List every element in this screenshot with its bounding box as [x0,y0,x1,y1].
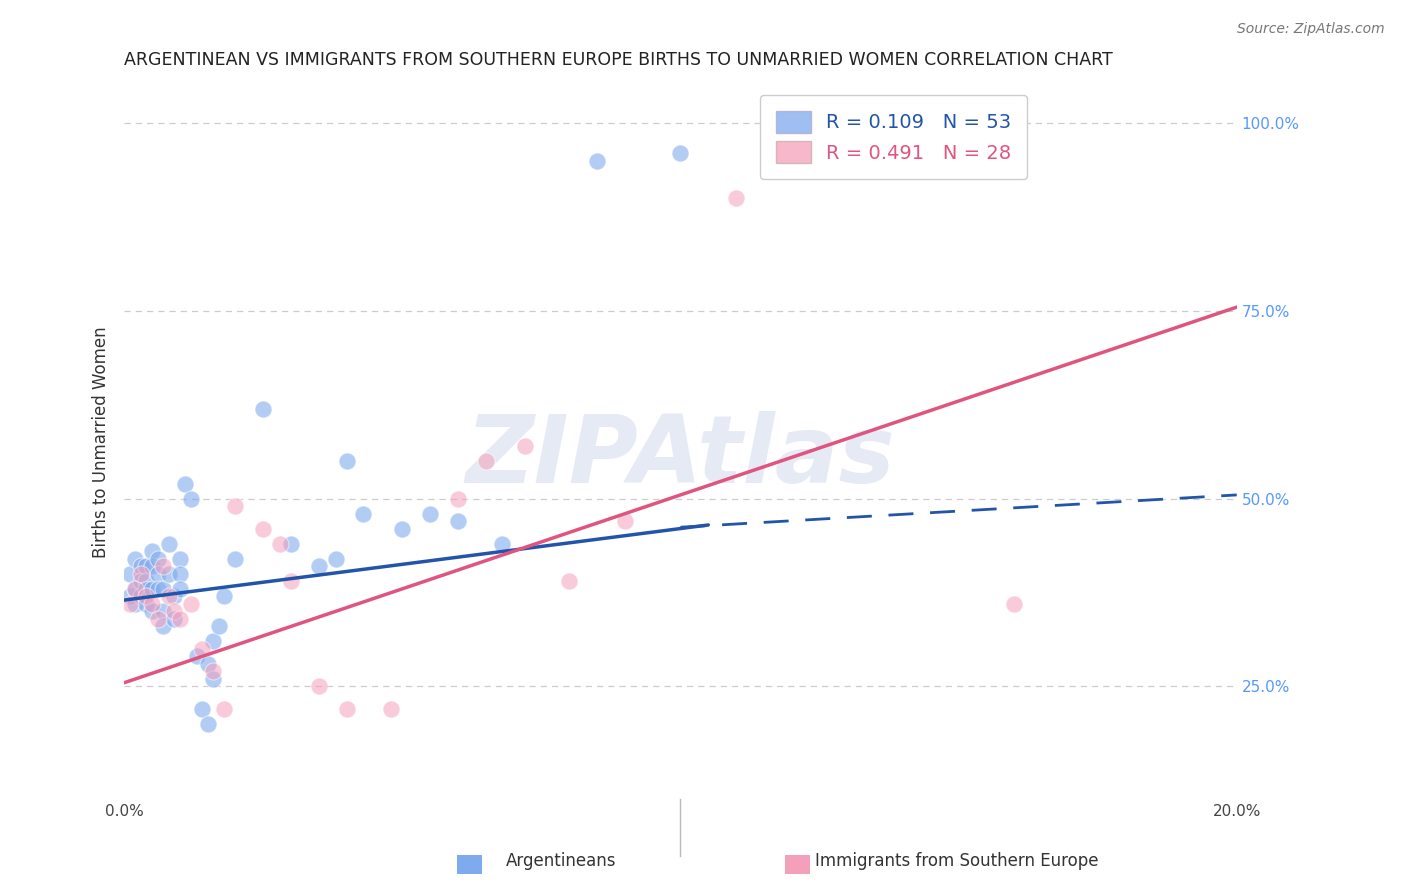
Point [174,476,197,491]
Point [135,590,157,604]
Point [352,507,374,521]
Point [163,604,186,618]
Point [180,491,202,506]
Point [124,582,146,596]
Point [308,559,330,574]
Point [447,491,470,506]
Point [152,619,174,633]
Point [163,612,186,626]
Point [202,665,225,679]
Point [513,439,536,453]
Point [135,597,157,611]
Point [208,619,231,633]
Point [280,537,302,551]
Point [180,597,202,611]
Point [891,138,914,153]
Point [157,566,180,581]
Point [197,657,219,671]
Point [380,702,402,716]
Legend: R = 0.109   N = 53, R = 0.491   N = 28: R = 0.109 N = 53, R = 0.491 N = 28 [761,95,1026,179]
Point [186,649,208,664]
Point [129,590,152,604]
Point [197,717,219,731]
Point [129,574,152,589]
Point [141,604,163,618]
Point [146,582,169,596]
Point [118,597,141,611]
Point [169,612,191,626]
Point [152,582,174,596]
Point [152,559,174,574]
Point [141,582,163,596]
Point [419,507,441,521]
Point [163,590,186,604]
Point [157,537,180,551]
Point [725,191,748,205]
Point [269,537,291,551]
Point [224,551,246,566]
Point [146,566,169,581]
Point [124,551,146,566]
Point [202,672,225,686]
Point [157,590,180,604]
Text: ZIPAtlas: ZIPAtlas [465,410,896,502]
Point [169,582,191,596]
Point [447,514,470,528]
Point [141,597,163,611]
Point [325,551,347,566]
Point [169,566,191,581]
Text: Immigrants from Southern Europe: Immigrants from Southern Europe [815,852,1099,870]
Point [308,680,330,694]
Point [152,604,174,618]
Point [252,522,274,536]
Point [336,454,359,468]
Point [135,574,157,589]
Point [118,566,141,581]
Point [669,146,692,161]
Point [391,522,413,536]
Point [558,574,581,589]
Point [475,454,498,468]
Point [141,544,163,558]
Point [135,582,157,596]
Point [252,401,274,416]
Y-axis label: Births to Unmarried Women: Births to Unmarried Women [93,326,110,558]
Point [124,582,146,596]
Point [491,537,513,551]
Point [141,559,163,574]
Text: ARGENTINEAN VS IMMIGRANTS FROM SOUTHERN EUROPE BIRTHS TO UNMARRIED WOMEN CORRELA: ARGENTINEAN VS IMMIGRANTS FROM SOUTHERN … [124,51,1114,69]
Point [191,641,214,656]
Point [336,702,359,716]
Point [224,499,246,513]
Point [613,514,636,528]
Point [146,612,169,626]
Point [214,590,236,604]
Point [129,559,152,574]
Point [124,597,146,611]
Point [1002,597,1025,611]
Point [202,634,225,648]
Point [191,702,214,716]
Point [280,574,302,589]
Point [169,551,191,566]
Point [129,566,152,581]
Point [135,559,157,574]
Point [146,551,169,566]
Point [214,702,236,716]
Text: Argentineans: Argentineans [506,852,617,870]
Point [586,153,609,168]
Point [118,590,141,604]
Text: Source: ZipAtlas.com: Source: ZipAtlas.com [1237,22,1385,37]
